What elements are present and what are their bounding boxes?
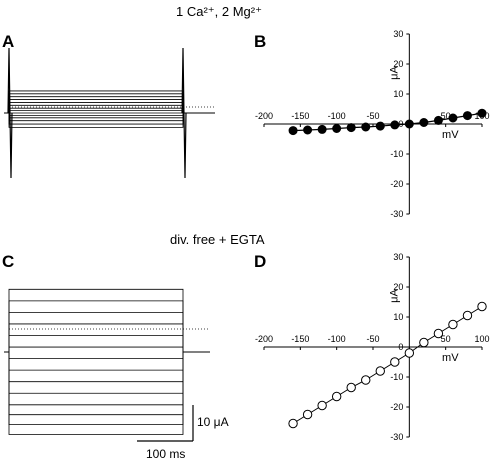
data-point — [361, 122, 371, 132]
current-trace — [4, 351, 210, 394]
x-tick-label: -150 — [291, 334, 309, 344]
data-point — [332, 124, 342, 133]
data-point — [317, 400, 327, 411]
data-point — [331, 391, 342, 402]
current-trace — [4, 300, 210, 353]
x-tick-label: -100 — [328, 334, 346, 344]
current-trace — [4, 351, 210, 425]
y-tick-label: 30 — [393, 29, 403, 39]
current-trace — [4, 312, 210, 353]
data-point — [404, 348, 415, 358]
current-trace — [4, 351, 210, 371]
capacitive-transient — [181, 47, 187, 179]
current-trace — [4, 351, 210, 359]
condition-bottom-label: div. free + EGTA — [170, 232, 265, 247]
y-axis-label: μA — [388, 289, 400, 303]
y-tick-label: -20 — [390, 179, 403, 189]
current-trace — [4, 335, 210, 353]
current-trace — [4, 323, 210, 353]
data-point — [375, 366, 385, 376]
y-axis-label: μA — [388, 66, 400, 80]
data-point — [477, 301, 487, 312]
x-tick-label: -100 — [328, 111, 346, 121]
data-point — [419, 118, 429, 127]
current-trace — [4, 346, 210, 353]
x-tick-label: 50 — [441, 334, 451, 344]
data-point — [302, 409, 313, 420]
data-point — [404, 119, 414, 129]
scale-bar-current-label: 10 μA — [197, 415, 229, 429]
y-tick-label: 10 — [393, 89, 403, 99]
y-tick-label: 10 — [393, 312, 403, 322]
y-tick-label: -30 — [390, 432, 403, 442]
panel-label-a: A — [2, 32, 15, 51]
data-point — [419, 337, 429, 348]
current-trace — [4, 351, 210, 406]
data-point — [390, 120, 400, 130]
data-point — [462, 310, 473, 321]
scale-bars: 10 μA 100 ms — [137, 405, 229, 461]
trace-panel-a — [4, 47, 215, 179]
data-point — [433, 115, 443, 125]
data-point — [303, 125, 313, 135]
data-point — [448, 113, 458, 123]
data-point — [477, 108, 487, 118]
current-trace — [4, 288, 210, 353]
panel-label-c: C — [2, 252, 15, 271]
data-point — [375, 121, 385, 131]
data-point — [346, 382, 356, 393]
y-tick-label: 0 — [398, 342, 403, 352]
y-tick-label: 20 — [393, 282, 403, 292]
y-tick-label: -30 — [390, 209, 403, 219]
x-tick-label: 50 — [441, 111, 451, 121]
data-point — [346, 123, 356, 133]
x-tick-label: 100 — [474, 334, 489, 344]
panel-label-b: B — [254, 32, 267, 51]
condition-top-label: 1 Ca²⁺, 2 Mg²⁺ — [176, 4, 262, 19]
x-axis-label: mV — [442, 352, 459, 364]
y-tick-label: -10 — [390, 149, 403, 159]
y-tick-label: -20 — [390, 402, 403, 412]
data-point — [288, 418, 298, 429]
current-trace — [4, 351, 210, 383]
x-axis-label: mV — [442, 129, 459, 141]
y-tick-label: 20 — [393, 59, 403, 69]
scale-bar-time-label: 100 ms — [146, 447, 185, 461]
data-point — [317, 124, 327, 134]
y-tick-label: 30 — [393, 252, 403, 262]
capacitive-transient — [7, 47, 13, 179]
current-trace — [4, 351, 210, 416]
data-point — [462, 111, 472, 121]
x-tick-label: -200 — [255, 334, 273, 344]
data-point — [433, 328, 444, 339]
data-point — [361, 375, 371, 385]
panel-label-d: D — [254, 252, 267, 271]
data-point — [288, 126, 298, 136]
x-tick-label: -150 — [291, 111, 309, 121]
trace-panel-c — [4, 288, 210, 435]
x-tick-label: -50 — [366, 334, 379, 344]
x-tick-label: -50 — [366, 111, 379, 121]
x-tick-label: -200 — [255, 111, 273, 121]
y-tick-label: -10 — [390, 372, 403, 382]
data-point — [448, 319, 458, 330]
data-point — [390, 357, 400, 367]
